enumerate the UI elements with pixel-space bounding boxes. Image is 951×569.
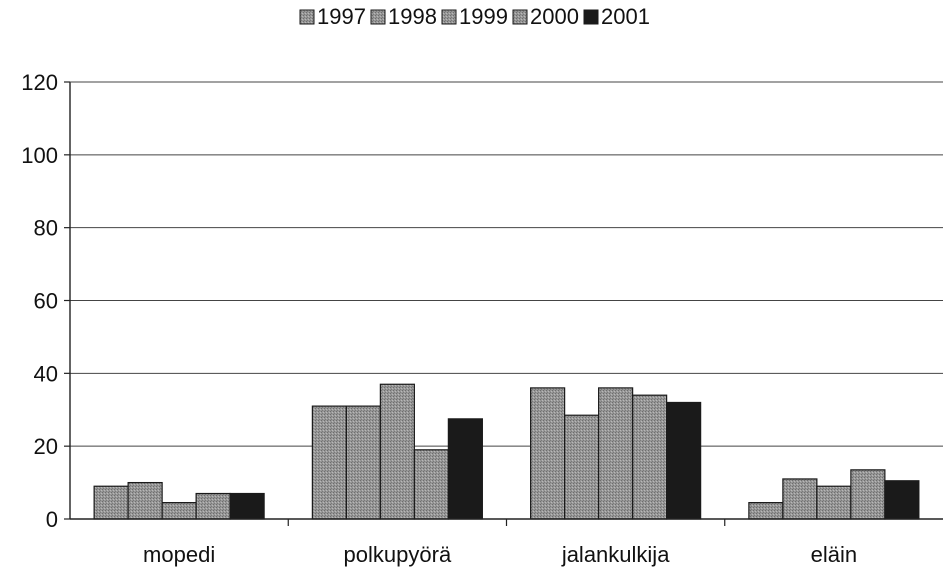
legend-swatch: [583, 9, 599, 25]
y-tick-label: 0: [46, 507, 58, 532]
bar-2001-0: [229, 492, 265, 520]
bar-2001-2: [666, 401, 702, 520]
legend-swatch: [370, 9, 386, 25]
bar-1997-2: [530, 387, 566, 520]
bar-1998-3: [782, 478, 818, 520]
bar-1999-1: [379, 383, 415, 520]
legend-label: 2000: [530, 4, 579, 29]
bar-2000-3: [850, 469, 886, 520]
y-tick-label: 80: [34, 216, 58, 241]
plot-area: 0 20 40 60 80 100 120 mopedi polkupyörä jalankul…: [21, 70, 943, 567]
y-axis-ticks: 0 20 40 60 80 100 120: [21, 70, 70, 532]
bar-1997-0: [93, 485, 129, 520]
bar-2000-1: [413, 449, 449, 520]
y-tick-label: 20: [34, 434, 58, 459]
bar-2000-2: [632, 394, 668, 520]
legend-swatch: [512, 9, 528, 25]
bars: [93, 383, 920, 520]
legend-item-2001: 2001: [583, 4, 650, 29]
bar-2000-0: [195, 492, 231, 520]
legend-item-2000: 2000: [512, 4, 579, 29]
x-category-label: mopedi: [143, 542, 215, 567]
bar-1998-1: [345, 405, 381, 520]
legend-item-1999: 1999: [441, 4, 508, 29]
legend-swatch: [441, 9, 457, 25]
bar-1997-3: [748, 502, 784, 520]
legend-item-1998: 1998: [370, 4, 437, 29]
chart-legend: 1997 1998 1999 2000 2001: [299, 4, 650, 29]
legend-swatch: [299, 9, 315, 25]
legend-item-1997: 1997: [299, 4, 366, 29]
legend-label: 1997: [317, 4, 366, 29]
bar-1999-2: [598, 387, 634, 520]
bar-1999-0: [161, 502, 197, 520]
y-tick-label: 100: [21, 143, 58, 168]
bar-1998-2: [564, 414, 600, 520]
y-tick-label: 40: [34, 361, 58, 386]
x-category-label: polkupyörä: [344, 542, 452, 567]
gridlines: [70, 81, 943, 447]
x-category-label: jalankulkija: [561, 542, 670, 567]
y-tick-label: 60: [34, 289, 58, 314]
bar-1999-3: [816, 485, 852, 520]
bar-1997-1: [311, 405, 347, 520]
legend-label: 1998: [388, 4, 437, 29]
legend-label: 2001: [601, 4, 650, 29]
bar-2001-3: [884, 480, 920, 520]
legend-label: 1999: [459, 4, 508, 29]
bar-1998-0: [127, 481, 163, 520]
x-category-label: eläin: [811, 542, 857, 567]
x-axis-ticks: mopedi polkupyörä jalankulkija eläin: [143, 519, 857, 567]
bar-2001-1: [447, 418, 483, 520]
y-tick-label: 120: [21, 70, 58, 95]
